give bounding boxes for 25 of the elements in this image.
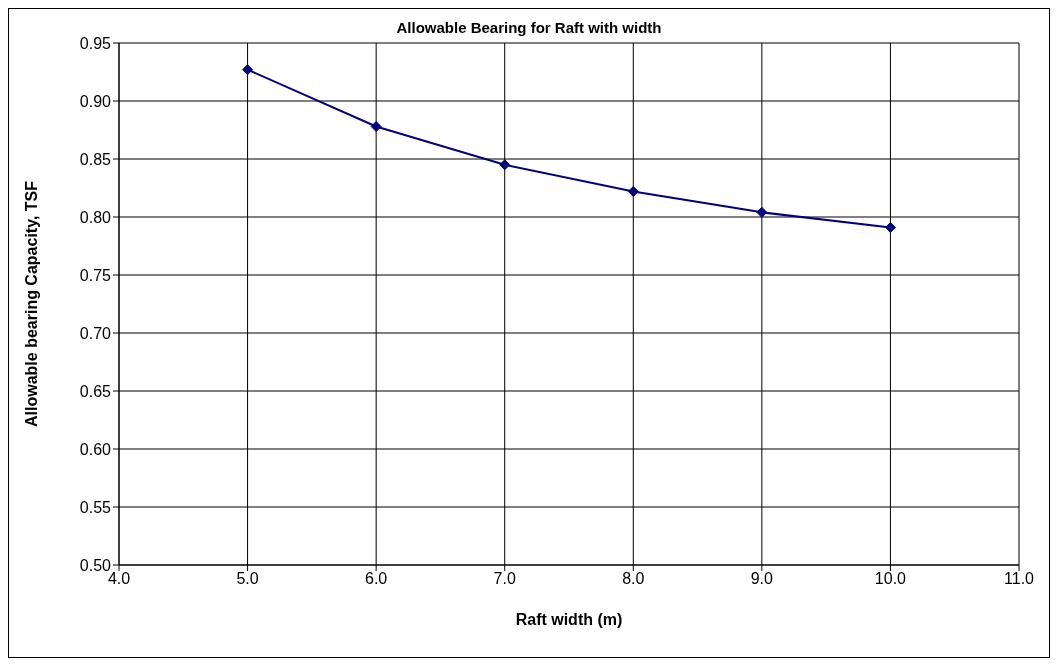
y-tick-label: 0.55 <box>79 498 112 516</box>
y-tick-label: 0.90 <box>79 92 112 110</box>
y-tick-label: 0.80 <box>79 208 112 226</box>
x-tick-label: 8.0 <box>622 570 645 588</box>
y-tick-label: 0.75 <box>79 266 112 284</box>
point <box>242 64 254 76</box>
x-tick-label: 11.0 <box>1004 570 1035 588</box>
x-axis-title: Raft width (m) <box>515 611 623 628</box>
y-tick-label: 0.60 <box>79 440 112 458</box>
chart-title: Allowable Bearing for Raft with width <box>395 19 663 36</box>
point <box>884 221 896 233</box>
x-tick-label: 9.0 <box>750 570 774 588</box>
y-tick-label: 0.95 <box>79 34 112 52</box>
y-tick-label: 0.70 <box>79 324 112 342</box>
point <box>499 159 511 171</box>
x-tick-label: 5.0 <box>236 570 259 588</box>
point <box>627 185 639 197</box>
y-axis-title: Allowable bearing Capacity, TSF <box>22 180 40 427</box>
y-tick-label: 0.65 <box>79 382 112 400</box>
point <box>370 121 382 133</box>
x-tick-label: 10.0 <box>874 570 907 588</box>
y-tick-label: 0.85 <box>79 150 112 168</box>
point <box>756 206 768 218</box>
x-tick-label: 7.0 <box>493 570 516 588</box>
x-tick-label: 6.0 <box>365 570 388 588</box>
